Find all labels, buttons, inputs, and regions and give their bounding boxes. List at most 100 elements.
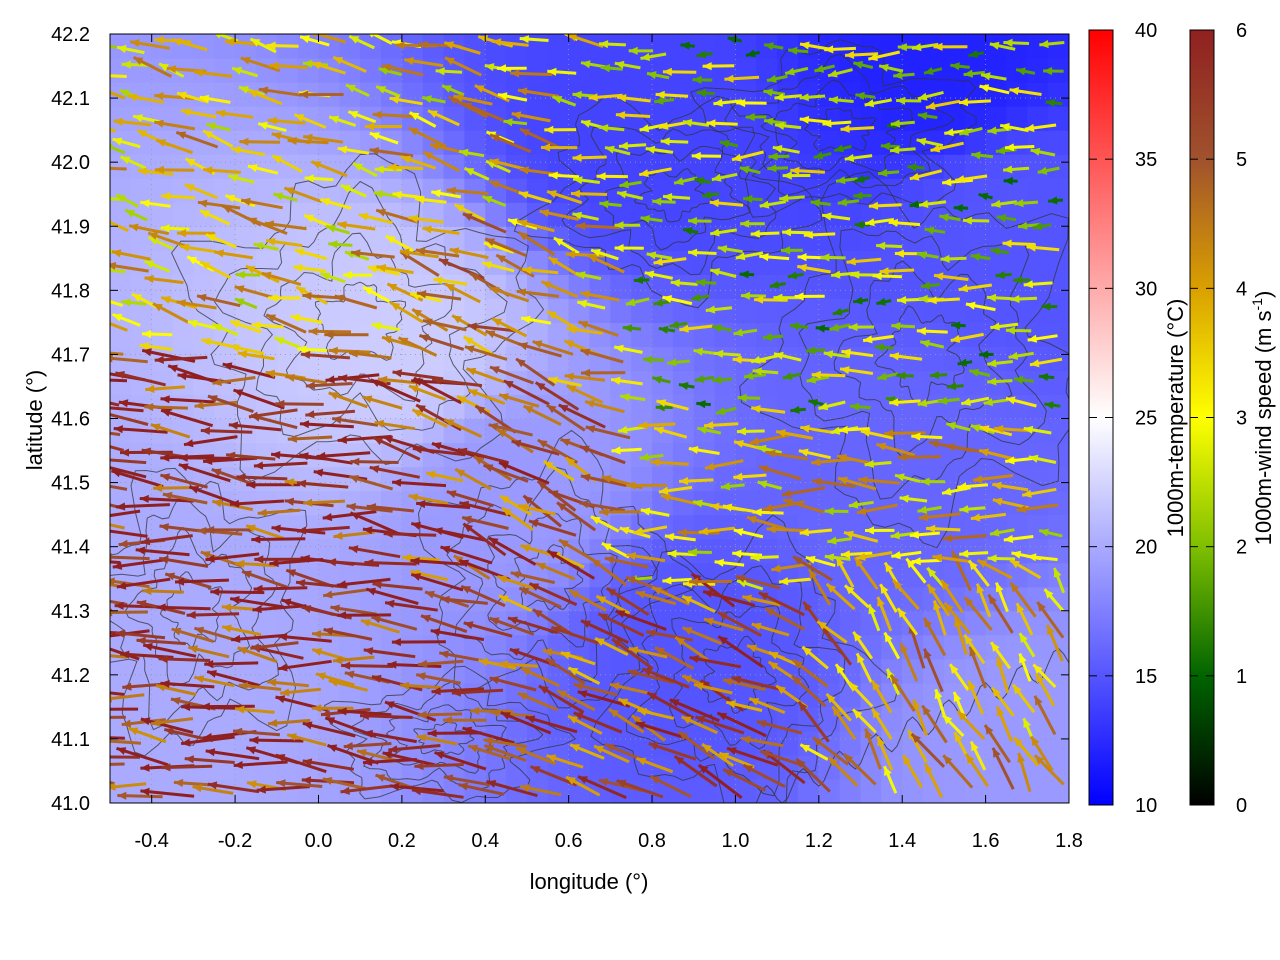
heatmap-cell	[672, 370, 695, 396]
heatmap-cell	[1006, 586, 1028, 612]
wind-arrow	[152, 302, 190, 324]
heatmap-cell	[1027, 610, 1049, 636]
wind-arrow-head	[181, 108, 191, 117]
wind-arrow-head	[143, 642, 153, 651]
heatmap-cell	[110, 178, 132, 203]
heatmap-cell	[276, 610, 299, 636]
wind-arrow-head	[254, 555, 264, 564]
heatmap-cell	[672, 58, 695, 83]
wind-arrow	[110, 197, 121, 201]
wind-arrow	[196, 527, 243, 536]
heatmap-cell	[902, 250, 924, 275]
wind-arrow-head	[110, 577, 115, 586]
wind-arrow-head	[285, 373, 295, 382]
wind-arrow-head	[253, 461, 264, 470]
heatmap-cell	[902, 106, 924, 131]
wind-arrow	[136, 636, 186, 646]
wind-arrow	[141, 330, 173, 339]
heatmap-cell	[547, 418, 570, 444]
wind-arrow-head	[296, 579, 306, 588]
wind-arrow	[250, 641, 299, 652]
wind-arrow	[110, 755, 141, 759]
wind-arrow-head	[161, 763, 171, 772]
wind-arrow-head	[250, 643, 260, 652]
wind-arrow-head	[181, 738, 191, 747]
wind-arrow	[265, 237, 303, 248]
heatmap-cell	[360, 322, 382, 348]
heatmap-cell	[714, 274, 737, 299]
heatmap-cell	[923, 394, 945, 420]
wind-arrow-shaft	[277, 659, 332, 671]
wind-arrow	[241, 570, 288, 589]
heatmap-cell	[652, 538, 674, 564]
wind-arrow	[264, 220, 307, 231]
heatmap-cell	[902, 274, 924, 299]
wind-arrow-head	[203, 456, 213, 465]
wind-arrow	[110, 762, 125, 766]
wind-arrow	[110, 523, 125, 530]
heatmap-cell	[985, 346, 1008, 372]
heatmap-cell	[255, 202, 278, 227]
wind-arrow	[140, 199, 171, 208]
heatmap-cell	[506, 682, 528, 708]
heatmap-cell	[130, 394, 153, 420]
wind-arrow-head	[287, 136, 297, 145]
wind-arrow	[110, 577, 150, 589]
wind-arrow	[145, 384, 185, 393]
wind-arrow-head	[216, 109, 226, 118]
heatmap-cell	[339, 634, 361, 660]
heatmap-cell	[881, 706, 903, 732]
wind-arrow	[192, 784, 234, 795]
wind-arrow	[137, 167, 174, 176]
heatmap-cell	[1006, 442, 1028, 468]
heatmap-cell	[693, 370, 716, 396]
wind-arrow	[210, 587, 265, 596]
heatmap-cell	[318, 682, 340, 708]
wind-arrow	[110, 406, 144, 413]
wind-arrow-head	[248, 411, 259, 420]
wind-arrow-head	[280, 688, 290, 697]
wind-arrow-head	[231, 634, 241, 643]
heatmap-cell	[172, 538, 194, 564]
heatmap-cell	[652, 346, 674, 372]
wind-arrow-head	[212, 499, 222, 508]
wind-arrow	[322, 777, 367, 791]
heatmap-cell	[568, 682, 591, 708]
heatmap-cell	[985, 154, 1008, 179]
wind-arrow	[161, 192, 196, 201]
heatmap-cell	[401, 610, 424, 636]
heatmap-cell	[631, 250, 653, 275]
heatmap-cell	[318, 154, 340, 179]
wind-arrow-head	[159, 523, 169, 532]
heatmap-cell	[964, 298, 987, 323]
heatmap-cell	[1006, 538, 1028, 564]
heatmap-cell	[193, 154, 215, 179]
heatmap-cell	[401, 346, 424, 372]
wind-arrow-head	[272, 155, 283, 164]
heatmap-cell	[526, 226, 549, 251]
heatmap-cell	[818, 298, 841, 323]
wind-arrow-head	[194, 675, 205, 684]
heatmap-cell	[443, 154, 466, 179]
heatmap-cell	[297, 346, 320, 372]
wind-arrow-head	[199, 94, 210, 103]
wind-arrow-shaft	[110, 197, 121, 201]
wind-arrow-head	[273, 192, 284, 201]
wind-arrow	[227, 174, 255, 184]
heatmap-cell	[422, 754, 445, 780]
heatmap-cell	[110, 754, 132, 780]
heatmap-cell	[110, 82, 132, 107]
wind-arrow-head	[128, 727, 139, 736]
heatmap-cell	[610, 34, 632, 59]
heatmap-cell	[735, 226, 757, 251]
heatmap-cell	[943, 298, 966, 323]
heatmap-cell	[297, 154, 320, 179]
wind-arrow	[110, 560, 121, 565]
wind-arrow-shaft	[110, 166, 127, 171]
heatmap-cell	[422, 418, 445, 444]
wind-arrow-head	[78, 713, 87, 721]
heatmap-cell	[797, 682, 820, 708]
wind-arrow	[147, 235, 174, 251]
heatmap-cell	[151, 250, 174, 275]
wind-arrow-head	[112, 137, 123, 146]
